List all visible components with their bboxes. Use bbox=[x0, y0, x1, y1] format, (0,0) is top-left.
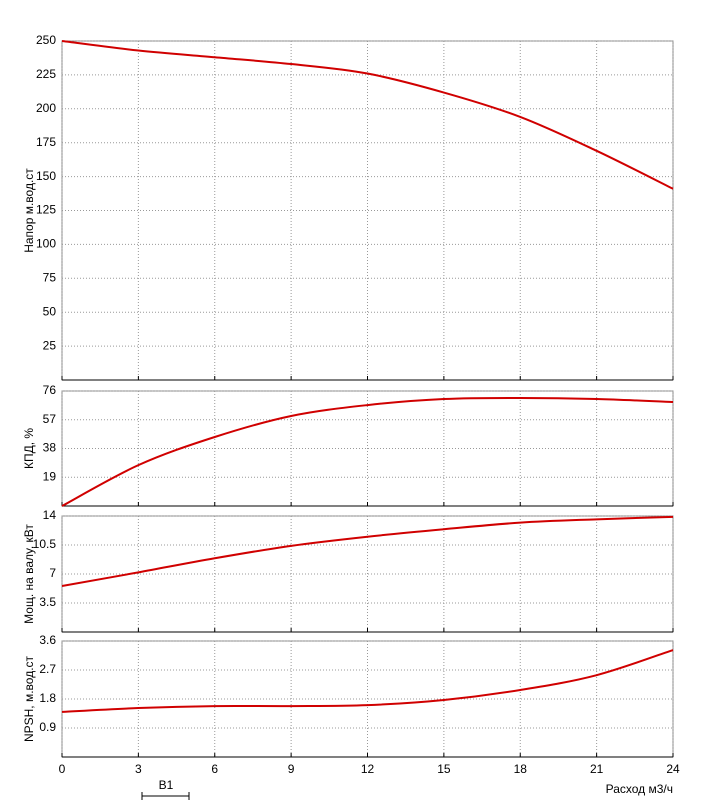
y-axis-label: КПД, % bbox=[22, 428, 36, 469]
y-tick-label: 0.9 bbox=[39, 720, 56, 734]
x-tick-label: 21 bbox=[590, 762, 604, 776]
data-line bbox=[61, 396, 674, 507]
y-tick-label: 3.6 bbox=[39, 633, 56, 647]
x-tick-label: 18 bbox=[514, 762, 528, 776]
x-tick-label: 0 bbox=[59, 762, 66, 776]
y-tick-label: 175 bbox=[36, 135, 56, 149]
x-tick-label: 24 bbox=[666, 762, 680, 776]
y-tick-label: 75 bbox=[43, 270, 57, 284]
annotation: B1 bbox=[159, 778, 174, 792]
y-tick-label: 250 bbox=[36, 33, 56, 47]
data-line bbox=[61, 649, 674, 713]
y-tick-label: 38 bbox=[43, 441, 57, 455]
y-tick-label: 10.5 bbox=[33, 537, 57, 551]
data-line bbox=[61, 40, 674, 190]
y-tick-label: 50 bbox=[43, 304, 57, 318]
y-tick-label: 25 bbox=[43, 338, 57, 352]
y-tick-label: 150 bbox=[36, 169, 56, 183]
y-tick-label: 225 bbox=[36, 67, 56, 81]
x-axis-label: Расход м3/ч bbox=[606, 782, 673, 796]
y-tick-label: 100 bbox=[36, 237, 56, 251]
y-tick-label: 19 bbox=[43, 469, 57, 483]
y-axis-label: Мощ. на валу, кВт bbox=[22, 524, 36, 624]
y-tick-label: 125 bbox=[36, 203, 56, 217]
x-tick-label: 12 bbox=[361, 762, 375, 776]
y-tick-label: 57 bbox=[43, 412, 57, 426]
y-tick-label: 2.7 bbox=[39, 662, 56, 676]
y-tick-label: 200 bbox=[36, 101, 56, 115]
y-tick-label: 7 bbox=[49, 566, 56, 580]
y-axis-label: Напор м.вод.ст bbox=[22, 168, 36, 253]
x-tick-label: 6 bbox=[211, 762, 218, 776]
x-tick-label: 9 bbox=[288, 762, 295, 776]
x-tick-label: 3 bbox=[135, 762, 142, 776]
y-tick-label: 1.8 bbox=[39, 691, 56, 705]
data-line bbox=[61, 515, 674, 587]
y-tick-label: 14 bbox=[43, 508, 57, 522]
x-tick-label: 15 bbox=[437, 762, 451, 776]
y-axis-label: NPSH, м.вод.ст bbox=[22, 655, 36, 742]
y-tick-label: 76 bbox=[43, 383, 57, 397]
y-tick-label: 3.5 bbox=[39, 595, 56, 609]
